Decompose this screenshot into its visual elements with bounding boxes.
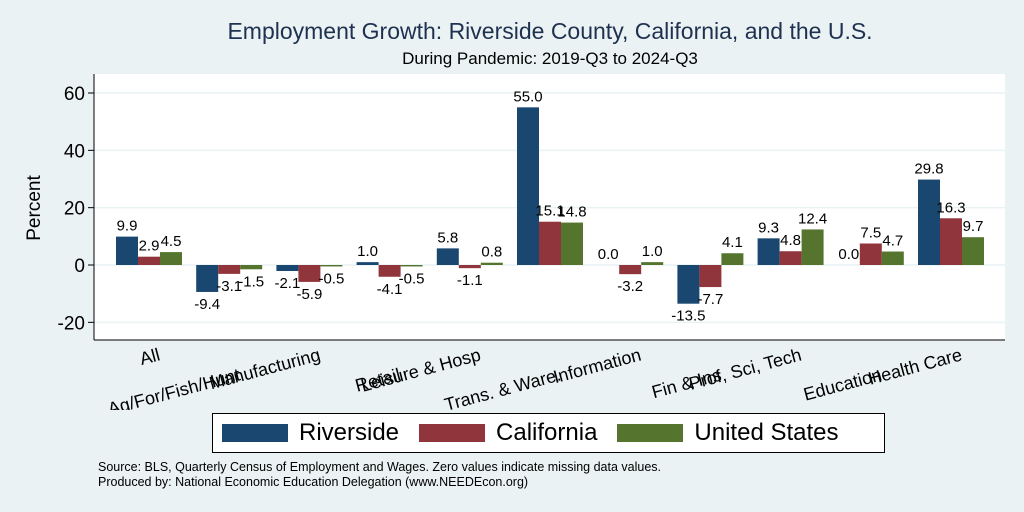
bar-riverside	[757, 238, 780, 265]
source-note: Source: BLS, Quarterly Census of Employm…	[98, 460, 661, 490]
x-tick-label: Information	[551, 345, 643, 388]
x-tick-label: Prof, Sci, Tech	[687, 345, 804, 394]
data-label: 2.9	[139, 238, 160, 255]
bar-california	[940, 218, 962, 265]
y-tick-label: 20	[64, 199, 85, 220]
data-label: -13.5	[671, 308, 705, 325]
data-label: 0.0	[598, 246, 619, 263]
legend-item-united-states: United States	[617, 419, 839, 447]
data-label: -3.2	[617, 278, 643, 295]
data-label: 4.8	[780, 232, 801, 249]
bar-riverside	[196, 265, 219, 292]
bar-california	[859, 243, 882, 265]
bar-california	[378, 265, 401, 277]
bar-riverside	[276, 265, 299, 272]
x-tick-label: Health Care	[866, 345, 964, 389]
y-axis-label: Percent	[24, 175, 45, 241]
legend: Riverside California United States	[212, 413, 885, 453]
bar-riverside	[918, 179, 940, 265]
legend-item-california: California	[419, 419, 597, 447]
data-label: 4.7	[882, 233, 903, 250]
data-label: 5.8	[437, 229, 458, 246]
y-tick-label: 40	[64, 141, 85, 162]
bar-riverside	[436, 248, 459, 265]
data-label: -0.5	[318, 270, 344, 287]
legend-label: Riverside	[299, 419, 400, 446]
data-label: -1.5	[238, 273, 264, 290]
bar-united-states	[881, 251, 904, 265]
data-label: -5.9	[296, 286, 322, 303]
data-label: 1.0	[357, 243, 378, 260]
y-tick-label: 0	[74, 256, 85, 277]
bar-united-states	[641, 262, 664, 265]
chart-title: Employment Growth: Riverside County, Cal…	[227, 18, 873, 44]
bar-united-states	[320, 265, 343, 267]
legend-swatch	[419, 424, 486, 442]
bar-california	[699, 265, 722, 288]
bar-california	[138, 256, 160, 265]
data-label: 16.3	[936, 199, 965, 216]
bar-california	[458, 265, 481, 269]
x-tick-label: All	[138, 345, 163, 369]
data-label: 12.4	[798, 210, 827, 227]
chart-subtitle: During Pandemic: 2019-Q3 to 2024-Q3	[402, 49, 698, 68]
bar-united-states	[160, 252, 182, 265]
data-label: -0.5	[399, 270, 425, 287]
data-label: 15.1	[535, 203, 564, 220]
bar-united-states	[721, 253, 744, 265]
data-label: 1.0	[642, 243, 663, 260]
y-tick-label: 60	[64, 84, 85, 105]
data-label: -7.7	[697, 291, 723, 308]
legend-swatch	[222, 424, 288, 442]
bar-riverside	[116, 236, 138, 265]
data-label: -4.1	[377, 281, 403, 298]
data-label: 4.1	[722, 234, 743, 251]
data-label: 0.8	[481, 244, 502, 261]
y-tick-label: -20	[58, 313, 85, 334]
data-label: 14.8	[557, 204, 586, 221]
bar-united-states	[480, 262, 503, 265]
data-labels: 9.92.9 4.5-9.4-3.1-1.5 -2.1-5.9-0.51.0-4.1…	[117, 88, 984, 324]
data-label: -9.4	[194, 296, 220, 313]
y-axis: -20 0 20 40 60	[58, 84, 94, 334]
x-tick-label: Manufacturing	[207, 345, 322, 394]
data-label: 29.8	[914, 161, 943, 178]
bar-california	[539, 221, 561, 265]
bar-united-states	[962, 237, 984, 265]
bar-united-states	[400, 265, 423, 267]
bar-riverside	[356, 262, 379, 265]
bar-california	[218, 265, 241, 274]
bar-united-states	[240, 265, 263, 270]
data-label: 9.3	[758, 219, 779, 236]
data-label: 7.5	[860, 225, 881, 242]
legend-label: United States	[694, 419, 839, 446]
bar-riverside	[517, 107, 539, 265]
bars	[116, 107, 984, 304]
bar-california	[298, 265, 321, 282]
x-tick-label: Trans. & Ware.	[442, 365, 563, 410]
data-label: 9.9	[117, 218, 138, 235]
data-label: -1.1	[457, 272, 483, 289]
bar-united-states	[561, 222, 583, 265]
source-line: Source: BLS, Quarterly Census of Employm…	[98, 460, 662, 474]
data-label: 55.0	[513, 88, 542, 105]
legend-label: California	[496, 419, 598, 446]
legend-swatch	[617, 424, 684, 442]
data-label: 4.5	[161, 233, 182, 250]
data-label: 0.0	[838, 246, 859, 263]
bar-united-states	[801, 229, 824, 265]
bar-california	[619, 265, 642, 275]
legend-item-riverside: Riverside	[222, 419, 399, 447]
bar-riverside	[677, 265, 700, 304]
producer-line: Produced by: National Economic Education…	[98, 475, 529, 489]
data-label: 9.7	[963, 218, 984, 235]
bar-california	[779, 251, 802, 265]
data-label: -2.1	[274, 275, 300, 292]
bar-chart: 9.92.9 4.5-9.4-3.1-1.5 -2.1-5.9-0.51.0-4.1…	[24, 74, 1005, 410]
data-label: -3.1	[216, 278, 242, 295]
